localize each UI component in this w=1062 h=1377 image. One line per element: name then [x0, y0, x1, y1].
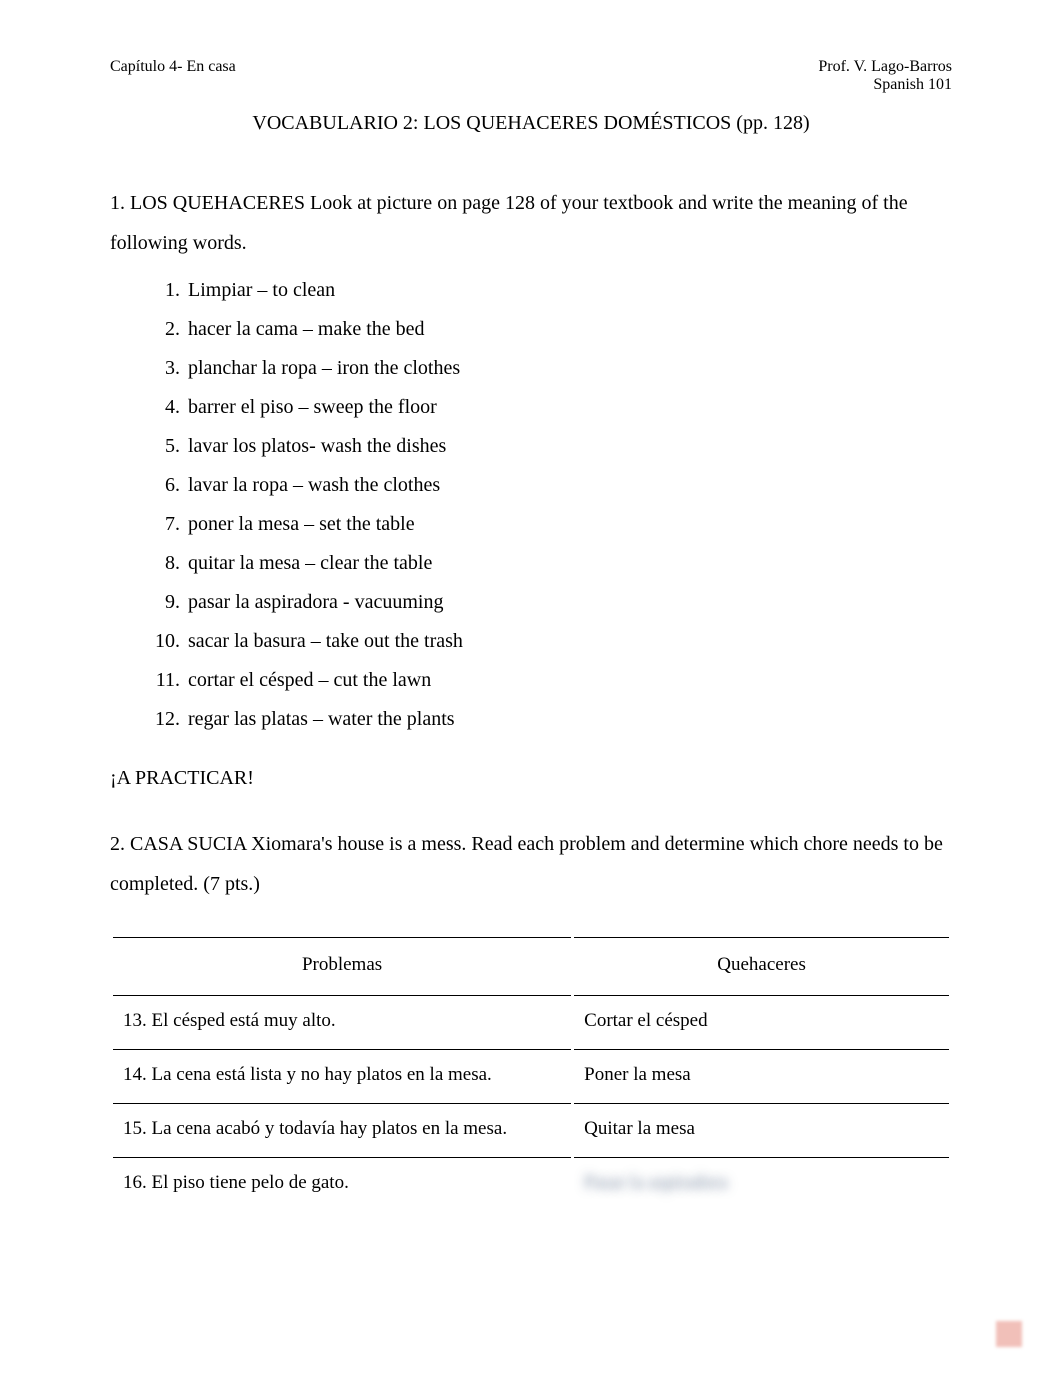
list-num: 10.	[154, 622, 188, 661]
section2-intro: 2. CASA SUCIA Xiomara's house is a mess.…	[110, 824, 952, 904]
chore-cell-blurred: Pasar la aspiradora	[574, 1157, 949, 1208]
list-num: 12.	[154, 700, 188, 739]
list-item: 12.regar las platas – water the plants	[154, 700, 952, 739]
document-title: VOCABULARIO 2: LOS QUEHACERES DOMÉSTICOS…	[110, 112, 952, 135]
list-num: 3.	[154, 349, 188, 388]
table-row: 16. El piso tiene pelo de gato. Pasar la…	[113, 1157, 949, 1208]
list-text: lavar los platos- wash the dishes	[188, 427, 952, 466]
page-number-badge: 1	[996, 1321, 1022, 1347]
problem-cell: 14. La cena está lista y no hay platos e…	[113, 1049, 571, 1100]
list-num: 4.	[154, 388, 188, 427]
list-text: pasar la aspiradora - vacuuming	[188, 583, 952, 622]
vocab-list: 1.Limpiar – to clean 2.hacer la cama – m…	[154, 271, 952, 739]
list-text: barrer el piso – sweep the floor	[188, 388, 952, 427]
table-row: 13. El césped está muy alto. Cortar el c…	[113, 995, 949, 1046]
a-practicar-heading: ¡A PRACTICAR!	[110, 767, 952, 790]
problem-cell: 15. La cena acabó y todavía hay platos e…	[113, 1103, 571, 1154]
problem-cell: 16. El piso tiene pelo de gato.	[113, 1157, 571, 1208]
list-text: cortar el césped – cut the lawn	[188, 661, 952, 700]
list-item: 5.lavar los platos- wash the dishes	[154, 427, 952, 466]
chore-cell: Cortar el césped	[574, 995, 949, 1046]
list-item: 4.barrer el piso – sweep the floor	[154, 388, 952, 427]
chore-cell: Quitar la mesa	[574, 1103, 949, 1154]
list-item: 1.Limpiar – to clean	[154, 271, 952, 310]
col-problemas-header: Problemas	[113, 937, 571, 992]
list-text: lavar la ropa – wash the clothes	[188, 466, 952, 505]
list-text: hacer la cama – make the bed	[188, 310, 952, 349]
chore-cell: Poner la mesa	[574, 1049, 949, 1100]
list-item: 10.sacar la basura – take out the trash	[154, 622, 952, 661]
list-num: 6.	[154, 466, 188, 505]
list-text: sacar la basura – take out the trash	[188, 622, 952, 661]
header-course: Spanish 101	[818, 76, 952, 94]
list-item: 3.planchar la ropa – iron the clothes	[154, 349, 952, 388]
list-num: 7.	[154, 505, 188, 544]
list-text: Limpiar – to clean	[188, 271, 952, 310]
table-header-row: Problemas Quehaceres	[113, 937, 949, 992]
list-text: quitar la mesa – clear the table	[188, 544, 952, 583]
list-item: 6.lavar la ropa – wash the clothes	[154, 466, 952, 505]
list-text: planchar la ropa – iron the clothes	[188, 349, 952, 388]
problem-cell: 13. El césped está muy alto.	[113, 995, 571, 1046]
header-right: Prof. V. Lago-Barros Spanish 101	[818, 58, 952, 94]
list-num: 11.	[154, 661, 188, 700]
section1-intro: 1. LOS QUEHACERES Look at picture on pag…	[110, 183, 952, 263]
list-num: 1.	[154, 271, 188, 310]
list-item: 8.quitar la mesa – clear the table	[154, 544, 952, 583]
list-text: poner la mesa – set the table	[188, 505, 952, 544]
table-row: 14. La cena está lista y no hay platos e…	[113, 1049, 949, 1100]
list-num: 8.	[154, 544, 188, 583]
chores-table: Problemas Quehaceres 13. El césped está …	[110, 934, 952, 1211]
list-item: 2.hacer la cama – make the bed	[154, 310, 952, 349]
list-num: 5.	[154, 427, 188, 466]
header-prof: Prof. V. Lago-Barros	[818, 58, 952, 76]
table-row: 15. La cena acabó y todavía hay platos e…	[113, 1103, 949, 1154]
list-item: 9.pasar la aspiradora - vacuuming	[154, 583, 952, 622]
list-num: 9.	[154, 583, 188, 622]
page-header: Capítulo 4- En casa Prof. V. Lago-Barros…	[110, 58, 952, 94]
header-left: Capítulo 4- En casa	[110, 58, 236, 94]
list-item: 11.cortar el césped – cut the lawn	[154, 661, 952, 700]
list-num: 2.	[154, 310, 188, 349]
col-quehaceres-header: Quehaceres	[574, 937, 949, 992]
list-text: regar las platas – water the plants	[188, 700, 952, 739]
page: Capítulo 4- En casa Prof. V. Lago-Barros…	[0, 0, 1062, 1377]
list-item: 7.poner la mesa – set the table	[154, 505, 952, 544]
